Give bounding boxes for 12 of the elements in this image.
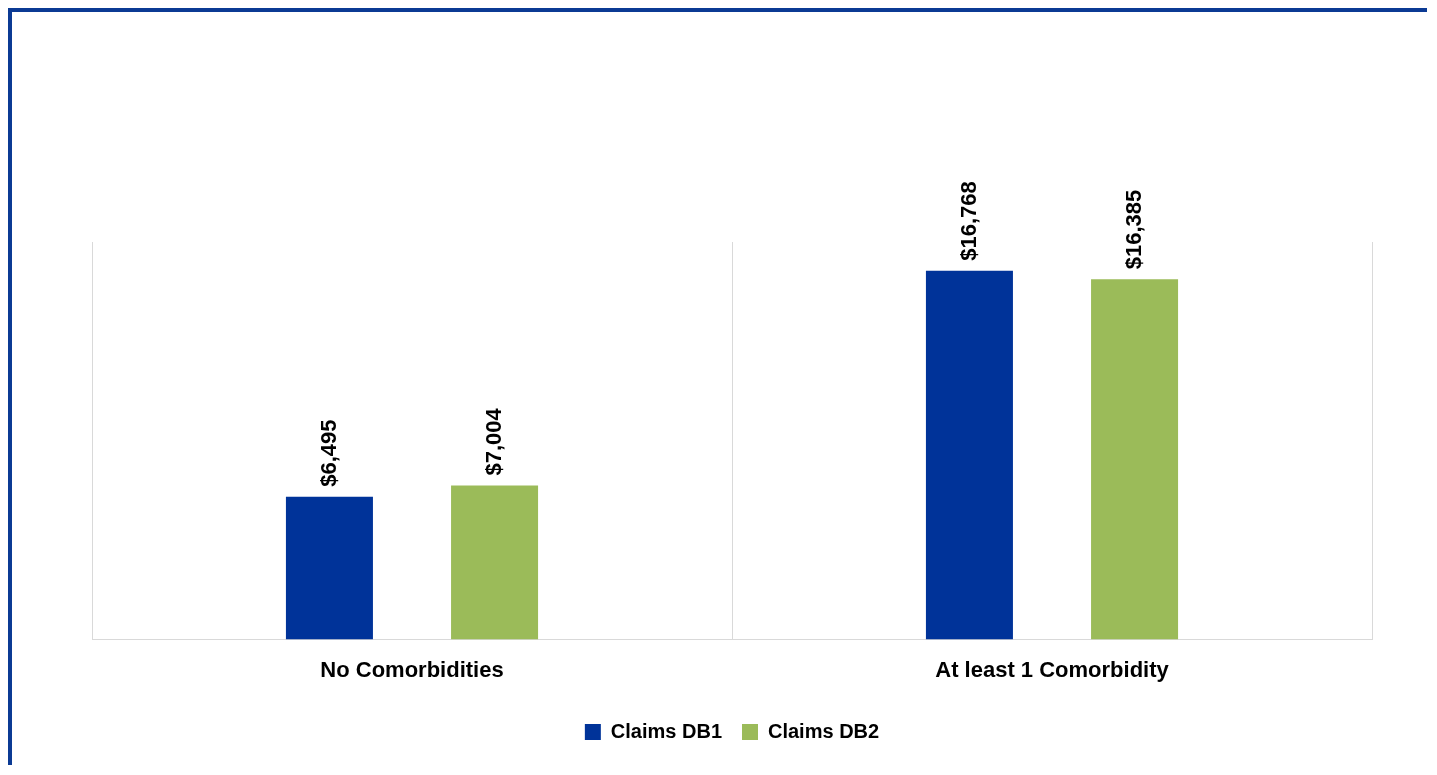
x-tick-label: No Comorbidities bbox=[320, 656, 504, 682]
data-label: $16,385 bbox=[1120, 189, 1146, 270]
data-label: $16,768 bbox=[955, 181, 981, 261]
data-label: $6,495 bbox=[315, 419, 341, 487]
bar bbox=[1091, 279, 1179, 640]
x-tick-label: At least 1 Comorbidity bbox=[935, 656, 1170, 682]
bar bbox=[925, 270, 1013, 640]
legend-label: Claims DB2 bbox=[768, 719, 880, 742]
data-label: $7,004 bbox=[480, 407, 506, 476]
legend-label: Claims DB1 bbox=[610, 719, 722, 742]
bar bbox=[285, 496, 373, 640]
bar bbox=[451, 485, 539, 640]
